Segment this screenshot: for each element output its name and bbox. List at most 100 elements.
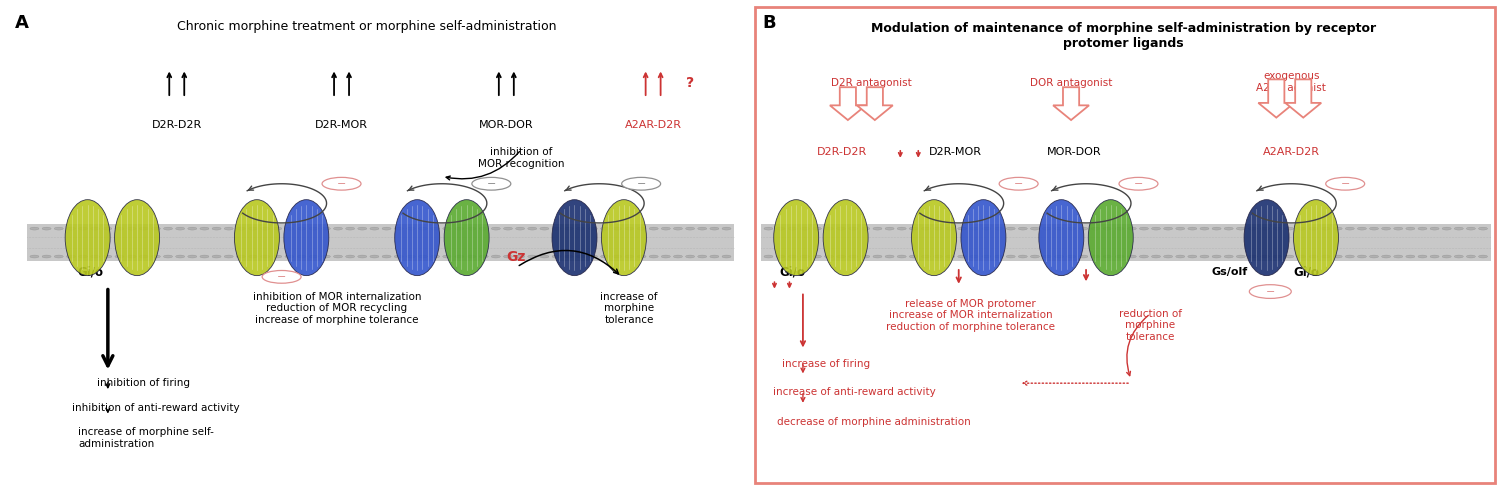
Circle shape — [722, 255, 731, 258]
Circle shape — [334, 227, 343, 230]
Circle shape — [262, 270, 301, 283]
Circle shape — [1405, 255, 1414, 258]
Text: reduction of
morphine
tolerance: reduction of morphine tolerance — [1119, 309, 1182, 342]
Circle shape — [589, 227, 598, 230]
Circle shape — [322, 255, 331, 258]
Text: exogenous
A2AR agonist: exogenous A2AR agonist — [1257, 71, 1326, 93]
Circle shape — [1479, 227, 1488, 230]
Circle shape — [983, 227, 992, 230]
Circle shape — [861, 255, 870, 258]
Polygon shape — [1053, 87, 1089, 120]
Circle shape — [1067, 227, 1076, 230]
Ellipse shape — [66, 200, 111, 275]
Ellipse shape — [551, 200, 596, 275]
Circle shape — [824, 255, 833, 258]
Circle shape — [187, 255, 196, 258]
Text: A: A — [15, 14, 28, 32]
Text: Gi/o: Gi/o — [1293, 266, 1320, 278]
Circle shape — [921, 255, 930, 258]
Circle shape — [1176, 255, 1185, 258]
Circle shape — [565, 227, 574, 230]
Circle shape — [1007, 227, 1016, 230]
Polygon shape — [830, 87, 866, 120]
Circle shape — [297, 227, 306, 230]
Circle shape — [613, 255, 622, 258]
Text: decrease of morphine administration: decrease of morphine administration — [777, 417, 971, 427]
Circle shape — [1393, 227, 1402, 230]
Circle shape — [565, 255, 574, 258]
Circle shape — [1152, 227, 1161, 230]
Circle shape — [213, 227, 222, 230]
Circle shape — [885, 227, 894, 230]
Circle shape — [933, 255, 942, 258]
Text: −: − — [637, 179, 646, 189]
Circle shape — [983, 255, 992, 258]
Circle shape — [358, 255, 367, 258]
Circle shape — [849, 255, 858, 258]
Ellipse shape — [911, 200, 957, 275]
Circle shape — [788, 255, 797, 258]
Ellipse shape — [824, 200, 869, 275]
Circle shape — [1321, 227, 1330, 230]
Circle shape — [285, 255, 294, 258]
Polygon shape — [1285, 79, 1321, 118]
Circle shape — [1273, 255, 1282, 258]
Circle shape — [945, 255, 954, 258]
Circle shape — [1369, 227, 1378, 230]
Circle shape — [625, 227, 634, 230]
Circle shape — [1345, 255, 1354, 258]
Circle shape — [1176, 227, 1185, 230]
Circle shape — [1326, 177, 1365, 190]
Circle shape — [237, 255, 246, 258]
Circle shape — [812, 255, 821, 258]
Circle shape — [698, 227, 707, 230]
Circle shape — [1224, 227, 1233, 230]
Text: Gs/olf: Gs/olf — [1212, 267, 1248, 277]
Circle shape — [873, 227, 882, 230]
Circle shape — [1152, 255, 1161, 258]
Text: A2AR-D2R: A2AR-D2R — [1263, 147, 1320, 157]
Circle shape — [455, 227, 464, 230]
Circle shape — [637, 255, 646, 258]
Circle shape — [78, 255, 87, 258]
Ellipse shape — [1243, 200, 1288, 275]
Circle shape — [1467, 227, 1476, 230]
Circle shape — [686, 227, 695, 230]
Circle shape — [273, 227, 282, 230]
Circle shape — [115, 227, 124, 230]
Circle shape — [213, 255, 222, 258]
Text: Gz: Gz — [506, 250, 526, 264]
Circle shape — [686, 255, 695, 258]
Circle shape — [1236, 255, 1245, 258]
Circle shape — [430, 255, 439, 258]
Circle shape — [261, 255, 270, 258]
Circle shape — [418, 227, 427, 230]
Circle shape — [1297, 227, 1306, 230]
Text: D2R-MOR: D2R-MOR — [315, 120, 369, 130]
Polygon shape — [857, 87, 893, 120]
Circle shape — [1309, 255, 1318, 258]
Text: inhibition of anti-reward activity: inhibition of anti-reward activity — [72, 403, 240, 413]
Circle shape — [1188, 227, 1197, 230]
Circle shape — [199, 227, 208, 230]
Circle shape — [1249, 285, 1291, 298]
Circle shape — [1455, 255, 1464, 258]
Circle shape — [1381, 227, 1390, 230]
Circle shape — [625, 255, 634, 258]
Circle shape — [909, 227, 918, 230]
Circle shape — [1345, 227, 1354, 230]
Circle shape — [1321, 255, 1330, 258]
Circle shape — [394, 255, 403, 258]
Circle shape — [479, 227, 488, 230]
Circle shape — [309, 227, 318, 230]
Circle shape — [995, 227, 1004, 230]
Circle shape — [577, 227, 586, 230]
Circle shape — [1031, 255, 1040, 258]
Circle shape — [322, 227, 331, 230]
Ellipse shape — [1088, 200, 1132, 275]
Circle shape — [1019, 255, 1028, 258]
Circle shape — [577, 255, 586, 258]
Ellipse shape — [962, 200, 1007, 275]
Circle shape — [1031, 227, 1040, 230]
Circle shape — [1115, 227, 1124, 230]
